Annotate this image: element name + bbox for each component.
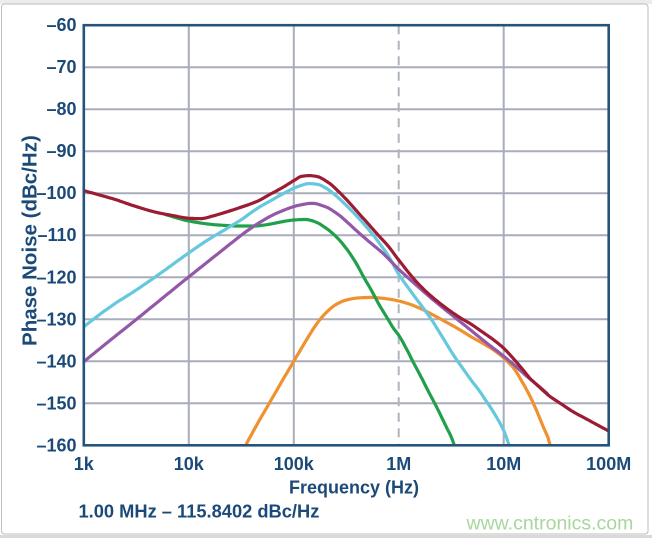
svg-text:–140: –140 <box>36 351 76 371</box>
svg-text:10M: 10M <box>486 454 521 474</box>
svg-text:–90: –90 <box>46 141 76 161</box>
svg-text:Frequency (Hz): Frequency (Hz) <box>289 478 419 498</box>
svg-text:–80: –80 <box>46 99 76 119</box>
svg-text:–110: –110 <box>37 225 76 245</box>
svg-text:–160: –160 <box>36 435 76 455</box>
svg-text:100M: 100M <box>586 454 631 474</box>
svg-text:1M: 1M <box>386 454 411 474</box>
svg-text:–100: –100 <box>36 183 76 203</box>
svg-text:10k: 10k <box>174 454 205 474</box>
svg-text:–70: –70 <box>46 57 76 77</box>
svg-text:–150: –150 <box>36 393 76 413</box>
svg-text:–60: –60 <box>46 15 76 35</box>
svg-text:Phase Noise (dBc/Hz): Phase Noise (dBc/Hz) <box>19 135 42 346</box>
svg-text:–130: –130 <box>36 309 76 329</box>
svg-text:–120: –120 <box>36 267 76 287</box>
svg-text:100k: 100k <box>274 454 315 474</box>
svg-text:1k: 1k <box>74 454 95 474</box>
svg-text:1.00 MHz – 115.8402 dBc/Hz: 1.00 MHz – 115.8402 dBc/Hz <box>79 501 320 522</box>
svg-text:www.cntronics.com: www.cntronics.com <box>466 513 634 535</box>
